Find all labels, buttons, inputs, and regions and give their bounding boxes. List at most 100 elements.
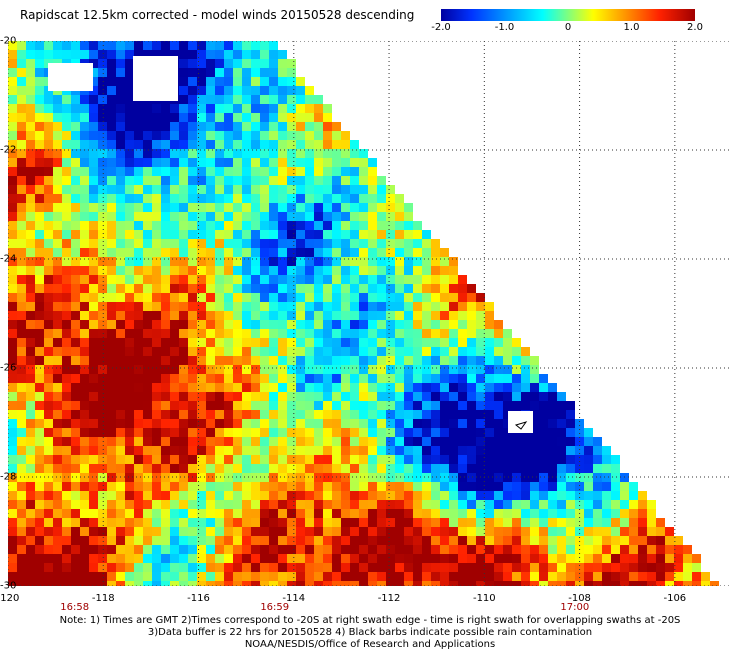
wind-cell: [359, 437, 368, 446]
wind-cell: [278, 410, 287, 419]
wind-cell: [386, 302, 395, 311]
wind-cell: [539, 455, 548, 464]
wind-cell: [80, 176, 89, 185]
wind-cell: [602, 518, 611, 527]
wind-cell: [287, 491, 296, 500]
wind-cell: [134, 482, 143, 491]
wind-cell: [386, 554, 395, 563]
wind-cell: [71, 554, 80, 563]
wind-cell: [566, 518, 575, 527]
wind-cell: [584, 455, 593, 464]
wind-cell: [341, 185, 350, 194]
wind-cell: [269, 527, 278, 536]
wind-cell: [53, 257, 62, 266]
wind-cell: [476, 437, 485, 446]
wind-cell: [386, 320, 395, 329]
wind-cell: [260, 221, 269, 230]
wind-cell: [170, 356, 179, 365]
wind-cell: [161, 41, 170, 50]
wind-cell: [458, 446, 467, 455]
wind-cell: [170, 122, 179, 131]
wind-cell: [224, 338, 233, 347]
wind-cell: [413, 329, 422, 338]
wind-cell: [8, 554, 17, 563]
wind-cell: [269, 131, 278, 140]
wind-cell: [377, 230, 386, 239]
wind-cell: [395, 563, 404, 572]
wind-cell: [53, 311, 62, 320]
wind-cell: [134, 545, 143, 554]
wind-cell: [224, 500, 233, 509]
wind-cell: [116, 374, 125, 383]
wind-cell: [71, 464, 80, 473]
wind-cell: [386, 203, 395, 212]
wind-cell: [35, 554, 44, 563]
wind-cell: [125, 320, 134, 329]
wind-cell: [611, 563, 620, 572]
wind-cell: [278, 194, 287, 203]
wind-cell: [611, 527, 620, 536]
wind-cell: [485, 329, 494, 338]
wind-cell: [107, 446, 116, 455]
wind-cell: [440, 428, 449, 437]
wind-cell: [512, 401, 521, 410]
wind-cell: [17, 194, 26, 203]
wind-cell: [224, 410, 233, 419]
wind-cell: [125, 446, 134, 455]
wind-cell: [620, 554, 629, 563]
wind-cell: [224, 113, 233, 122]
wind-cell: [80, 266, 89, 275]
wind-cell: [269, 149, 278, 158]
wind-cell: [269, 545, 278, 554]
wind-cell: [368, 527, 377, 536]
wind-cell: [458, 275, 467, 284]
wind-cell: [98, 464, 107, 473]
wind-cell: [143, 221, 152, 230]
wind-cell: [467, 563, 476, 572]
wind-cell: [503, 491, 512, 500]
wind-cell: [314, 275, 323, 284]
wind-cell: [242, 167, 251, 176]
wind-cell: [278, 428, 287, 437]
wind-cell: [80, 437, 89, 446]
wind-cell: [512, 500, 521, 509]
wind-cell: [80, 518, 89, 527]
wind-cell: [53, 509, 62, 518]
wind-cell: [629, 527, 638, 536]
wind-cell: [269, 284, 278, 293]
wind-cell: [422, 473, 431, 482]
wind-cell: [35, 464, 44, 473]
wind-cell: [215, 185, 224, 194]
wind-cell: [53, 158, 62, 167]
wind-cell: [260, 338, 269, 347]
wind-cell: [152, 131, 161, 140]
wind-cell: [350, 185, 359, 194]
wind-cell: [251, 545, 260, 554]
wind-cell: [206, 455, 215, 464]
wind-cell: [386, 581, 395, 586]
wind-cell: [674, 536, 683, 545]
wind-cell: [557, 401, 566, 410]
wind-cell: [260, 77, 269, 86]
wind-cell: [215, 383, 224, 392]
wind-cell: [233, 320, 242, 329]
wind-cell: [17, 59, 26, 68]
wind-cell: [17, 86, 26, 95]
wind-cell: [233, 284, 242, 293]
wind-cell: [80, 455, 89, 464]
wind-cell: [404, 329, 413, 338]
wind-cell: [197, 563, 206, 572]
wind-cell: [8, 536, 17, 545]
wind-cell: [629, 536, 638, 545]
colorbar: [441, 9, 695, 21]
wind-cell: [8, 212, 17, 221]
wind-cell: [413, 311, 422, 320]
wind-cell: [386, 527, 395, 536]
wind-cell: [26, 572, 35, 581]
wind-cell: [350, 293, 359, 302]
wind-cell: [449, 455, 458, 464]
wind-cell: [125, 374, 134, 383]
wind-cell: [224, 176, 233, 185]
wind-cell: [233, 446, 242, 455]
wind-cell: [296, 392, 305, 401]
